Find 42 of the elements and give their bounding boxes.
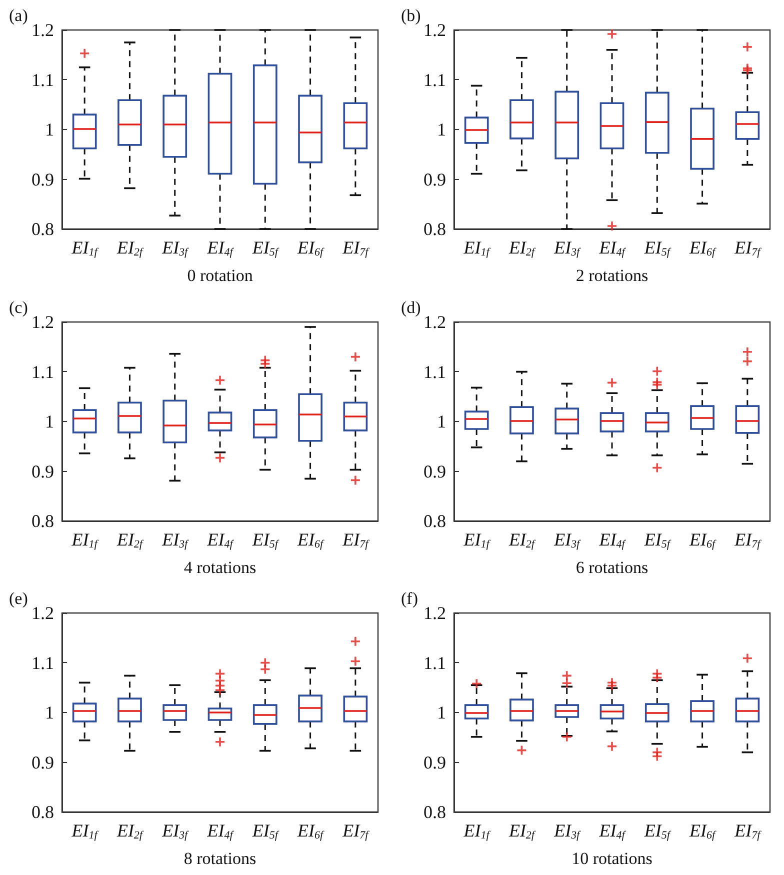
x-axis-title: 6 rotations <box>576 558 648 577</box>
chart-title: (b) <box>401 6 421 25</box>
y-tick-label: 1.2 <box>424 312 446 332</box>
y-tick-label: 0.8 <box>424 510 446 531</box>
chart-title: (d) <box>401 298 421 317</box>
y-tick-label: 0.9 <box>424 169 446 190</box>
y-tick-label: 1 <box>45 702 54 723</box>
x-axis-title: 8 rotations <box>184 849 256 868</box>
y-tick-label: 0.8 <box>424 219 446 239</box>
chart-title: (a) <box>9 6 28 25</box>
y-tick-label: 0.9 <box>424 752 446 773</box>
x-axis-title: 2 rotations <box>576 266 648 285</box>
y-tick-label: 1.1 <box>424 653 446 674</box>
y-tick-label: 0.9 <box>32 460 54 481</box>
chart-title: (f) <box>401 589 418 608</box>
x-axis-title: 4 rotations <box>184 558 256 577</box>
y-tick-label: 1 <box>45 411 54 432</box>
x-axis-title: 0 rotation <box>187 266 254 285</box>
y-tick-label: 1.1 <box>424 361 446 382</box>
chart-title: (c) <box>9 298 28 317</box>
y-tick-label: 1 <box>45 120 54 140</box>
y-tick-label: 0.8 <box>424 802 446 822</box>
y-tick-label: 1.1 <box>32 653 54 674</box>
y-tick-label: 1.1 <box>32 361 54 382</box>
y-tick-label: 0.8 <box>32 802 54 822</box>
y-tick-label: 1.2 <box>424 20 446 40</box>
y-tick-label: 1.1 <box>424 70 446 90</box>
y-tick-label: 1.2 <box>424 603 446 624</box>
y-tick-label: 0.8 <box>32 510 54 531</box>
y-tick-label: 0.8 <box>32 219 54 239</box>
y-tick-label: 1.1 <box>32 70 54 90</box>
y-tick-label: 0.9 <box>32 169 54 190</box>
y-tick-label: 1.2 <box>32 603 54 624</box>
y-tick-label: 1.2 <box>32 20 54 40</box>
y-tick-label: 1.2 <box>32 312 54 332</box>
chart-title: (e) <box>9 589 28 608</box>
y-tick-label: 1 <box>437 411 446 432</box>
y-tick-label: 0.9 <box>32 752 54 773</box>
y-tick-label: 1 <box>437 702 446 723</box>
x-axis-title: 10 rotations <box>572 849 652 868</box>
y-tick-label: 1 <box>437 120 446 140</box>
y-tick-label: 0.9 <box>424 460 446 481</box>
